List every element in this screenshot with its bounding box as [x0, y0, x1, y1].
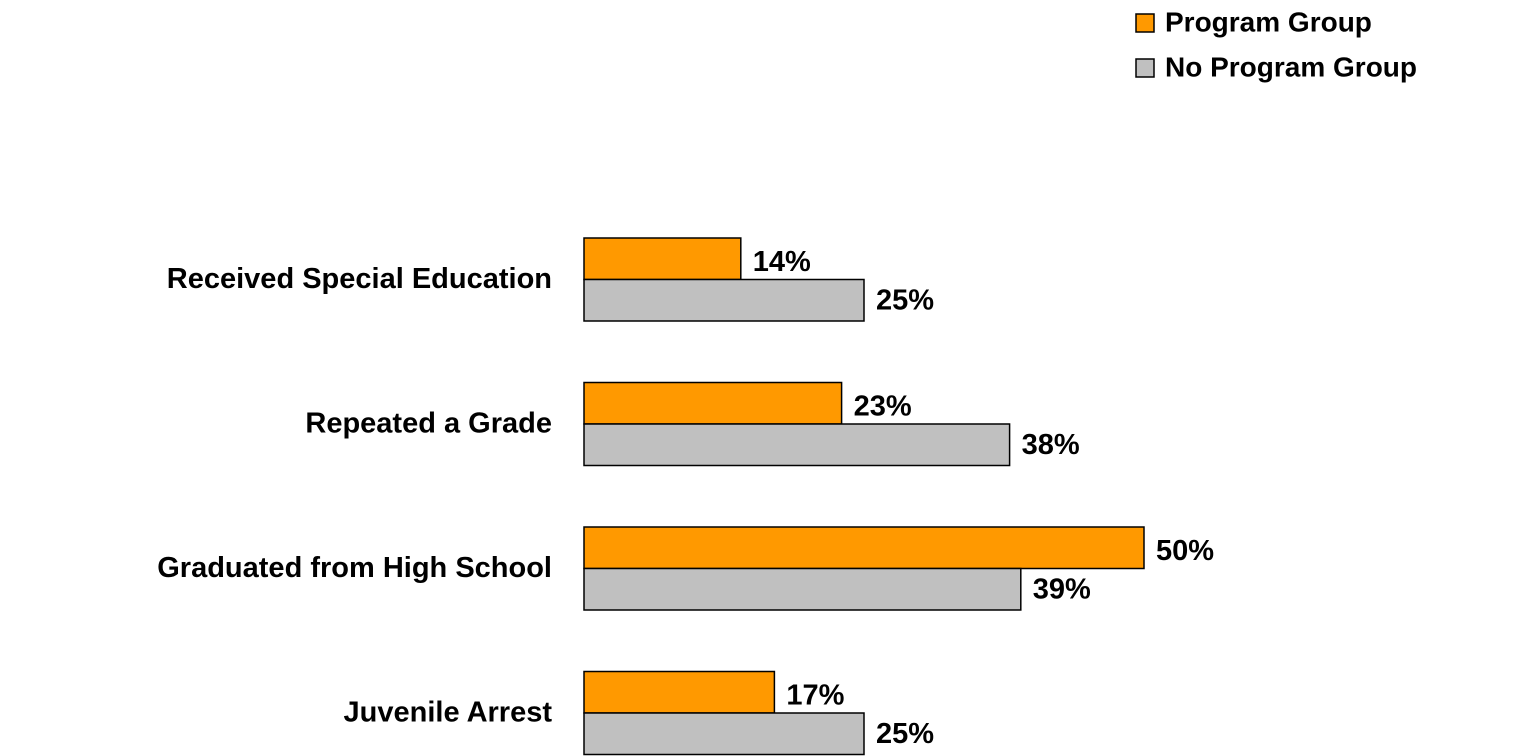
legend-label: Program Group	[1165, 6, 1372, 37]
value-label: 50%	[1156, 535, 1214, 567]
bar	[583, 526, 1145, 570]
legend-swatch	[1135, 58, 1155, 78]
bar	[583, 381, 843, 425]
bar	[583, 237, 742, 281]
legend-swatch	[1135, 13, 1155, 33]
value-label: 25%	[876, 285, 934, 317]
category-label: Received Special Education	[167, 263, 552, 295]
category-label: Graduated from High School	[157, 552, 552, 584]
value-label: 38%	[1022, 429, 1080, 461]
value-label: 17%	[786, 680, 844, 712]
bar	[583, 670, 776, 714]
bar	[583, 423, 1011, 467]
value-label: 14%	[753, 246, 811, 278]
bar	[583, 567, 1022, 611]
legend-label: No Program Group	[1165, 51, 1417, 82]
bar	[583, 712, 865, 756]
value-label: 39%	[1033, 574, 1091, 606]
category-label: Repeated a Grade	[305, 408, 552, 440]
value-label: 25%	[876, 718, 934, 750]
category-label: Juvenile Arrest	[344, 697, 553, 729]
bar	[583, 278, 865, 322]
value-label: 23%	[854, 391, 912, 423]
